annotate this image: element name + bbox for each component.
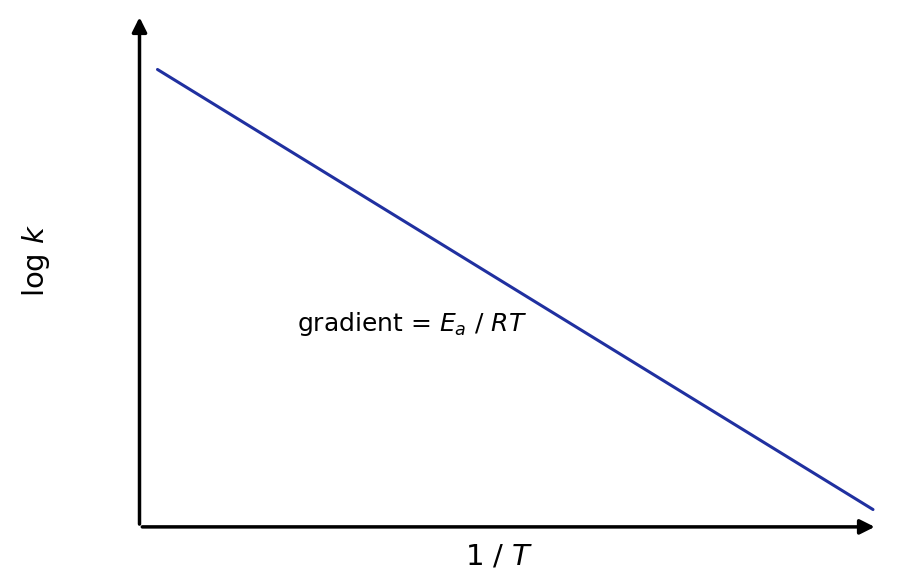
Text: 1 / $T$: 1 / $T$ <box>465 543 534 570</box>
Text: log $k$: log $k$ <box>20 224 52 297</box>
Text: gradient = $E_a$ / $RT$: gradient = $E_a$ / $RT$ <box>297 310 526 338</box>
